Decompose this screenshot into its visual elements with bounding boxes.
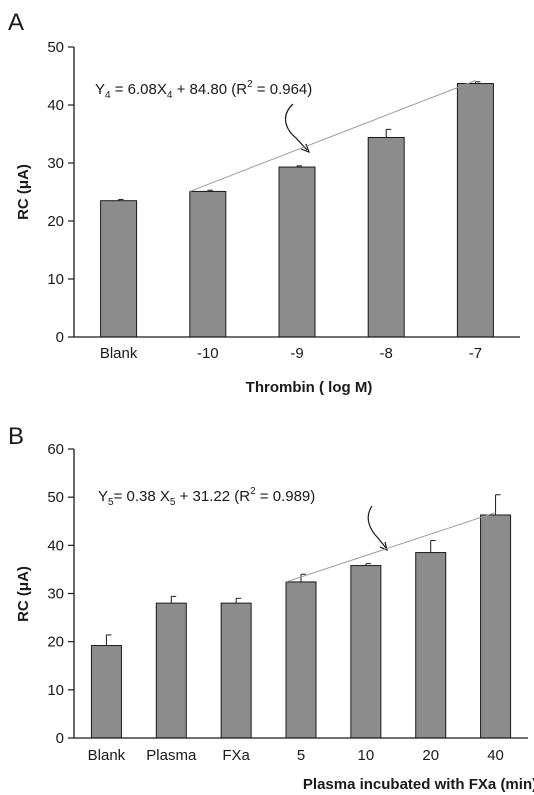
panel-b-y-tick-label: 20 bbox=[47, 634, 64, 651]
panel-a-category-label: -7 bbox=[469, 345, 482, 362]
panel-a-bar bbox=[367, 136, 405, 338]
panel-a-label: A bbox=[8, 9, 24, 36]
panel-a-bar bbox=[189, 190, 227, 338]
panel-a-y-tick-label: 30 bbox=[47, 155, 64, 172]
panel-b-y-tick-label: 60 bbox=[47, 441, 64, 458]
panel-b-category-label: FXa bbox=[222, 747, 250, 764]
panel-b-y-tick-label: 50 bbox=[47, 489, 64, 506]
panel-a-y-tick-label: 20 bbox=[47, 213, 64, 230]
panel-a-x-axis-label: Thrombin ( log M) bbox=[246, 379, 373, 396]
panel-a: A RC (μA) Thrombin ( log M) Y4 = 6.08X4 … bbox=[8, 9, 520, 396]
panel-b-bar bbox=[155, 602, 187, 739]
panel-b-label: B bbox=[8, 423, 24, 450]
panel-b-bar bbox=[285, 581, 317, 739]
panel-b-bar bbox=[350, 565, 382, 739]
panel-b-y-tick-label: 30 bbox=[47, 586, 64, 603]
panel-b-bar bbox=[90, 645, 122, 739]
panel-b-category-label: 40 bbox=[487, 747, 504, 764]
panel-b-x-axis-label: Plasma incubated with FXa (min) bbox=[303, 776, 534, 793]
panel-a-callout-arrow bbox=[285, 103, 308, 151]
panel-a-category-label: Blank bbox=[100, 345, 138, 362]
panel-b-fit-equation: Y5= 0.38 X5 + 31.22 (R2 = 0.989) bbox=[98, 486, 315, 508]
panel-a-callout-arrowhead bbox=[300, 143, 311, 154]
panel-b-callout-arrowhead bbox=[379, 541, 388, 552]
panel-b-category-label: 10 bbox=[358, 747, 375, 764]
panel-a-y-tick-label: 10 bbox=[47, 271, 64, 288]
panel-b-bar bbox=[415, 552, 447, 739]
panel-a-y-tick-label: 0 bbox=[56, 329, 64, 346]
panel-a-y-tick-label: 50 bbox=[47, 39, 64, 56]
panel-b-y-tick-label: 40 bbox=[47, 537, 64, 554]
panel-b-bar bbox=[480, 514, 512, 739]
panel-b-category-label: 5 bbox=[297, 747, 305, 764]
panel-b-category-label: Blank bbox=[88, 747, 126, 764]
panel-a-category-label: -9 bbox=[290, 345, 303, 362]
panel-b-y-axis-label: RC (μA) bbox=[15, 566, 32, 622]
panel-a-fit-line bbox=[189, 80, 476, 192]
panel-a-category-label: -8 bbox=[380, 345, 393, 362]
panel-b-category-label: Plasma bbox=[146, 747, 197, 764]
panel-b-bar bbox=[220, 602, 252, 739]
panel-b: B RC (μA) Plasma incubated with FXa (min… bbox=[8, 423, 534, 793]
panel-b-y-tick-label: 0 bbox=[56, 730, 64, 747]
panel-a-y-tick-label: 40 bbox=[47, 97, 64, 114]
panel-a-bar bbox=[278, 166, 316, 338]
panel-b-category-label: 20 bbox=[422, 747, 439, 764]
panel-b-y-tick-label: 10 bbox=[47, 682, 64, 699]
panel-a-y-axis-label: RC (μA) bbox=[15, 164, 32, 220]
panel-b-fit-line bbox=[285, 512, 496, 583]
panel-b-callout-arrow bbox=[367, 505, 387, 549]
panel-a-bar bbox=[456, 83, 494, 338]
panel-a-category-label: -10 bbox=[197, 345, 219, 362]
panel-a-bar bbox=[100, 200, 138, 338]
panel-a-fit-equation: Y4 = 6.08X4 + 84.80 (R2 = 0.964) bbox=[95, 79, 312, 101]
